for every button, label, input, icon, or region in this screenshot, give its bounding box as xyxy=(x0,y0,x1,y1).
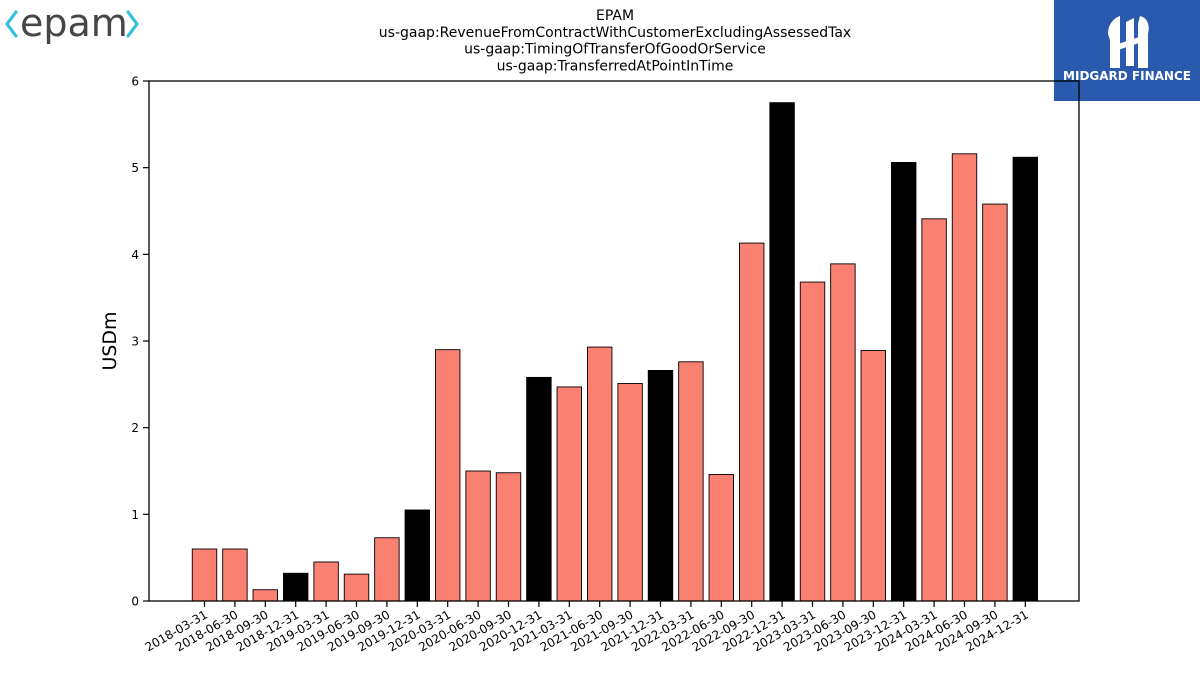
y-tick-label: 5 xyxy=(131,161,139,175)
bar-quarter xyxy=(313,561,339,602)
chart-title-line: us-gaap:RevenueFromContractWithCustomerE… xyxy=(379,25,851,41)
midgard-monogram-icon xyxy=(1108,16,1149,68)
y-tick-label: 1 xyxy=(131,508,139,522)
y-tick-label: 2 xyxy=(131,421,139,435)
chart-title-line: us-gaap:TimingOfTransferOfGoodOrService xyxy=(464,42,766,58)
y-tick-label: 6 xyxy=(131,75,139,89)
epam-logo-text: epam xyxy=(20,1,128,45)
epam-left-chevron-icon xyxy=(5,10,18,38)
bar-quarter xyxy=(982,203,1008,602)
chart-title-line: us-gaap:TransferredAtPointInTime xyxy=(497,58,734,74)
bar-quarter xyxy=(495,472,522,602)
bars xyxy=(191,102,1038,602)
bar-quarter xyxy=(617,383,643,602)
bar-quarter xyxy=(860,350,886,602)
bar-quarter xyxy=(678,361,704,602)
bar-quarter xyxy=(951,153,978,602)
bar-year-end xyxy=(891,162,917,602)
bar-quarter xyxy=(830,263,856,602)
bar-quarter xyxy=(191,548,218,602)
y-axis: 0 1 2 3 4 5 6 xyxy=(131,75,149,609)
bar-quarter xyxy=(465,470,491,602)
bar-quarter xyxy=(556,386,582,602)
y-tick-label: 4 xyxy=(131,248,139,262)
bar-quarter xyxy=(921,218,947,602)
y-tick-label: 0 xyxy=(131,595,139,609)
x-axis: 2018-03-312018-06-302018-09-302018-12-31… xyxy=(143,601,1031,654)
bar-year-end xyxy=(1012,156,1038,602)
bar-year-end xyxy=(404,509,430,602)
bar-quarter xyxy=(708,474,734,602)
epam-right-chevron-icon xyxy=(126,10,139,38)
bar-quarter xyxy=(587,346,613,602)
epam-logo: epam xyxy=(5,1,139,45)
chart-title-line: EPAM xyxy=(596,8,634,24)
bar-year-end xyxy=(526,376,552,602)
bar-quarter xyxy=(252,589,279,602)
bar-year-end xyxy=(647,370,674,602)
bar-quarter xyxy=(343,573,370,602)
midgard-logo-text: MIDGARD FINANCE xyxy=(1063,69,1191,83)
bar-year-end xyxy=(283,572,309,602)
midgard-finance-logo: MIDGARD FINANCE xyxy=(1054,0,1200,101)
bar-year-end xyxy=(769,102,795,602)
bar-quarter xyxy=(739,242,765,602)
bar-quarter xyxy=(374,537,400,602)
y-tick-label: 3 xyxy=(131,335,139,349)
bar-quarter xyxy=(222,548,248,602)
chart-title: EPAMus-gaap:RevenueFromContractWithCusto… xyxy=(379,8,851,74)
y-axis-label: USDm xyxy=(99,311,121,370)
bar-quarter xyxy=(435,349,461,602)
bar-quarter xyxy=(799,281,826,602)
